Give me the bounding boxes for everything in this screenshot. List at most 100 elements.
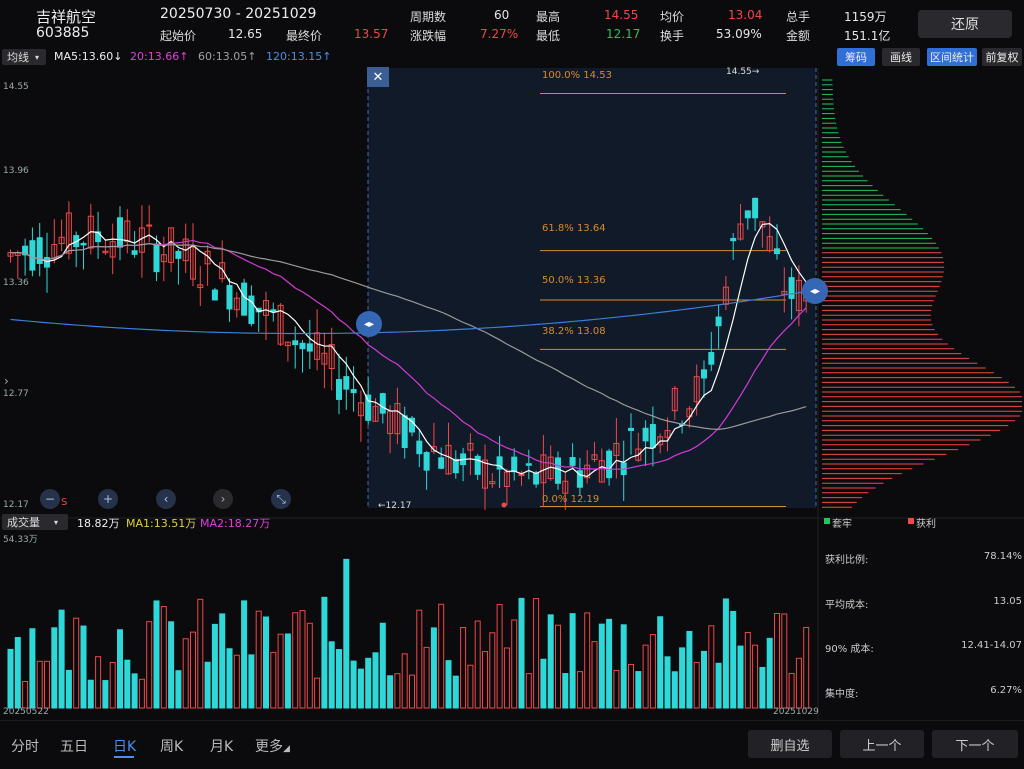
volume-bar	[547, 614, 554, 709]
candle-body	[277, 304, 284, 345]
candle-body	[744, 210, 751, 219]
price-axis-2: 13.36	[3, 278, 29, 288]
range-stats-button[interactable]: 区间统计	[927, 48, 977, 66]
ma-select[interactable]: 均线 ▾	[2, 49, 46, 65]
volume-bar	[759, 667, 766, 709]
candle-body	[29, 240, 36, 271]
high-value: 14.55	[604, 8, 639, 22]
tab-intraday[interactable]: 分时	[11, 739, 39, 755]
volume-bar	[95, 656, 102, 709]
high-label: 最高	[536, 10, 561, 24]
volume-bar	[781, 613, 788, 709]
volume-bar	[182, 638, 189, 709]
volume-bar	[226, 648, 233, 709]
volume-bar	[671, 671, 678, 709]
volume-bar	[44, 660, 50, 709]
candle-body	[569, 457, 576, 466]
volume-bar	[533, 598, 540, 709]
volume-bar	[270, 651, 277, 709]
candle-body	[233, 297, 240, 311]
volume-bar	[445, 660, 452, 709]
volume-bar	[774, 613, 780, 709]
candle-body	[467, 442, 474, 451]
tab-weekly-k[interactable]: 周K	[160, 739, 184, 755]
volume-bar	[635, 671, 642, 709]
pan-right-icon[interactable]: ›	[213, 489, 233, 509]
candle-body	[752, 197, 759, 219]
period-value: 60	[494, 8, 510, 22]
volume-bar	[766, 637, 773, 709]
chip-button[interactable]: 筹码	[837, 48, 875, 66]
hands-label: 总手	[786, 10, 811, 24]
volume-bar	[204, 661, 211, 709]
chip-stat-value-2: 12.41-14.07	[961, 640, 1022, 651]
volume-bar	[73, 617, 80, 709]
volume-bar	[22, 680, 29, 709]
tab-five-day[interactable]: 五日	[60, 739, 88, 755]
candle-body	[788, 277, 795, 299]
zoom-in-icon[interactable]: +	[98, 489, 118, 509]
volume-bar	[51, 627, 58, 709]
volume-bar	[87, 679, 94, 709]
chip-stat-label-3: 集中度:	[825, 689, 859, 700]
tab-daily-k[interactable]: 日K	[113, 739, 137, 755]
pan-left-icon[interactable]: ‹	[156, 489, 176, 509]
candle-body	[219, 262, 226, 280]
candle-body	[109, 241, 116, 258]
candle-body	[124, 220, 131, 243]
candle-body	[321, 352, 328, 365]
candle-body	[628, 427, 634, 431]
volume-select[interactable]: 成交量 ▾	[2, 514, 68, 530]
volume-bar	[321, 596, 328, 709]
volume-bar	[248, 654, 255, 709]
range-right-handle-icon[interactable]: ◂▸	[802, 278, 828, 304]
candle-body	[774, 248, 780, 255]
candle-body	[671, 387, 678, 412]
candle-body	[299, 342, 306, 350]
volume-bar	[788, 672, 795, 709]
volume-bar	[343, 558, 350, 709]
zoom-out-icon[interactable]: −	[40, 489, 60, 509]
scroll-left-icon[interactable]: ›	[4, 374, 9, 388]
candle-body	[708, 352, 715, 365]
prev-stock-button[interactable]: 上一个	[840, 730, 924, 758]
restore-button[interactable]: 还原	[918, 10, 1012, 38]
fib-label-618: 61.8% 13.64	[542, 223, 606, 234]
volume-bar	[146, 621, 153, 709]
volume-bar	[657, 616, 664, 709]
expand-corner-icon: ◢	[283, 744, 290, 754]
profit-legend-swatch	[908, 518, 914, 524]
tab-more[interactable]: 更多◢	[255, 736, 290, 756]
candle-body	[357, 402, 364, 417]
volume-bar	[124, 659, 131, 709]
kline-chart[interactable]	[0, 68, 1024, 720]
candle-body	[65, 212, 72, 254]
volume-bar	[467, 664, 474, 709]
volume-axis-top: 54.33万	[3, 535, 38, 545]
volume-bar	[350, 660, 357, 709]
change-label: 涨跌幅	[410, 29, 447, 43]
volume-bar	[255, 610, 262, 709]
candle-body	[401, 415, 408, 448]
amount-value: 151.1亿	[844, 29, 891, 43]
date-range: 20250730 - 20251029	[160, 6, 317, 22]
fib-label-382: 38.2% 13.08	[542, 326, 606, 337]
range-left-handle-icon[interactable]: ◂▸	[356, 311, 382, 337]
tab-monthly-k[interactable]: 月K	[210, 739, 234, 755]
volume-bar	[357, 668, 364, 709]
volume-bar	[387, 675, 394, 709]
next-stock-button[interactable]: 下一个	[932, 730, 1018, 758]
reset-zoom-icon[interactable]: ⤡	[271, 489, 291, 509]
trapped-legend-label: 套牢	[832, 519, 852, 530]
volume-bar	[591, 641, 598, 709]
candle-body	[263, 300, 269, 316]
forward-adjust-button[interactable]: 前复权	[982, 48, 1022, 66]
remove-watchlist-button[interactable]: 删自选	[748, 730, 832, 758]
draw-line-button[interactable]: 画线	[882, 48, 920, 66]
chip-stat-label-2: 90% 成本:	[825, 644, 874, 655]
close-range-icon[interactable]: ✕	[367, 67, 389, 87]
volume-bar	[686, 630, 693, 709]
candle-body	[445, 444, 452, 475]
volume-bar	[233, 654, 240, 709]
candle-body	[555, 457, 561, 484]
